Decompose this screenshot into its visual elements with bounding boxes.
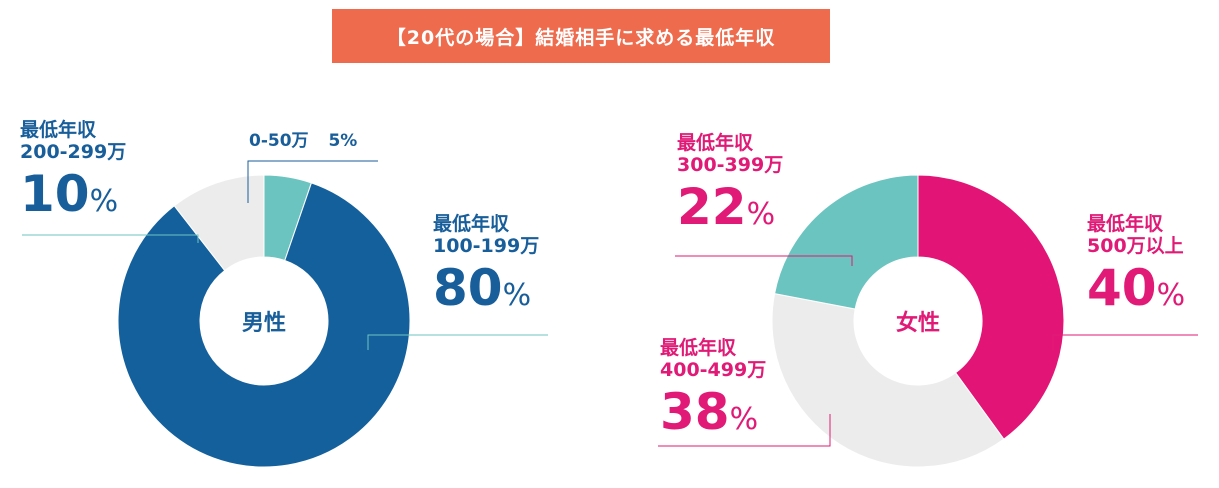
leader-line-female-500	[1052, 334, 1198, 350]
leader-line-male-200-299	[22, 234, 199, 243]
label-male-200-299: 最低年収 200-299万 10%	[20, 119, 127, 223]
male-slice-200-299	[173, 174, 265, 272]
male-center-label: 男性	[242, 311, 286, 336]
label-female-400-499-value: 38	[660, 382, 730, 441]
label-female-300-399-value: 22	[677, 177, 747, 236]
female-slice-300-399	[774, 174, 919, 310]
leader-line-male-100-199	[367, 334, 548, 350]
label-male-200-299-unit: %	[89, 183, 119, 219]
label-female-500-line2: 500万以上	[1087, 234, 1184, 257]
label-female-500-value: 40	[1087, 258, 1157, 317]
label-male-200-299-value: 10	[20, 164, 90, 223]
label-female-300-399-unit: %	[746, 196, 776, 232]
label-female-500: 最低年収 500万以上 40%	[1087, 213, 1186, 317]
label-male-100-199-unit: %	[502, 277, 532, 313]
label-male-100-199-line1: 最低年収	[433, 213, 510, 235]
male-donut	[117, 174, 411, 468]
label-male-100-199-line2: 100-199万	[433, 234, 540, 257]
label-female-400-499-line1: 最低年収	[660, 337, 737, 359]
label-female-400-499-unit: %	[729, 401, 759, 437]
label-male-100-199: 最低年収 100-199万 80%	[433, 213, 540, 317]
label-female-300-399: 最低年収 300-399万 22%	[677, 132, 784, 236]
label-male-200-299-line1: 最低年収	[20, 119, 97, 141]
chart-title: 【20代の場合】結婚相手に求める最低年収	[332, 9, 830, 63]
label-female-500-line1: 最低年収	[1087, 213, 1164, 235]
label-male-0-50-title: 0-50万	[249, 131, 309, 151]
label-female-300-399-line1: 最低年収	[677, 132, 754, 154]
label-female-400-499-line2: 400-499万	[660, 358, 767, 381]
label-male-200-299-line2: 200-299万	[20, 140, 127, 163]
label-female-300-399-line2: 300-399万	[677, 153, 784, 176]
label-male-0-50-value: 5%	[328, 131, 358, 151]
label-female-500-unit: %	[1156, 277, 1186, 313]
female-center-label: 女性	[896, 310, 940, 336]
leader-line-female-400-499	[658, 414, 831, 447]
label-male-100-199-value: 80	[433, 258, 503, 317]
female-slice-500	[917, 174, 1065, 440]
leader-line-male-0-50	[247, 160, 378, 203]
label-female-400-499: 最低年収 400-499万 38%	[660, 337, 767, 441]
label-male-0-50: 0-50万 5%	[249, 131, 358, 152]
leader-line-female-300-399	[675, 255, 853, 266]
male-slice-100-199	[117, 182, 411, 468]
